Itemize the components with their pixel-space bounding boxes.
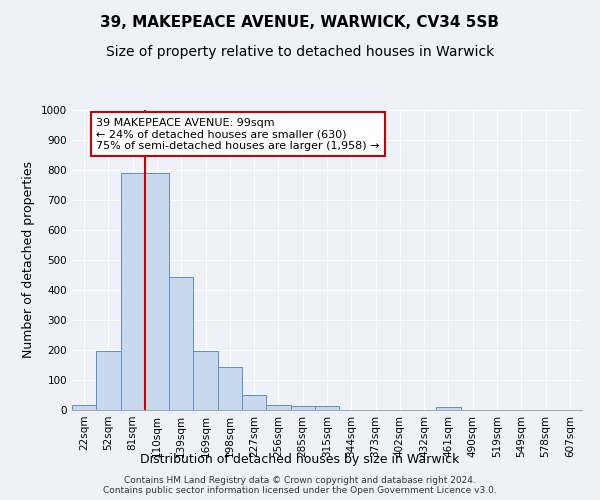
Bar: [96, 351, 121, 410]
Bar: [72, 404, 96, 410]
Bar: [218, 367, 242, 410]
Text: 39, MAKEPEACE AVENUE, WARWICK, CV34 5SB: 39, MAKEPEACE AVENUE, WARWICK, CV34 5SB: [101, 15, 499, 30]
Bar: [193, 351, 218, 410]
Bar: [290, 406, 315, 410]
Bar: [145, 173, 169, 410]
Text: Distribution of detached houses by size in Warwick: Distribution of detached houses by size …: [140, 452, 460, 466]
Text: Size of property relative to detached houses in Warwick: Size of property relative to detached ho…: [106, 45, 494, 59]
Text: 39 MAKEPEACE AVENUE: 99sqm
← 24% of detached houses are smaller (630)
75% of sem: 39 MAKEPEACE AVENUE: 99sqm ← 24% of deta…: [96, 118, 380, 150]
Y-axis label: Number of detached properties: Number of detached properties: [22, 162, 35, 358]
Text: Contains HM Land Registry data © Crown copyright and database right 2024.
Contai: Contains HM Land Registry data © Crown c…: [103, 476, 497, 495]
Bar: [266, 404, 290, 410]
Bar: [436, 407, 461, 410]
Bar: [242, 395, 266, 410]
Bar: [315, 406, 339, 410]
Bar: [121, 173, 145, 410]
Bar: [169, 277, 193, 410]
